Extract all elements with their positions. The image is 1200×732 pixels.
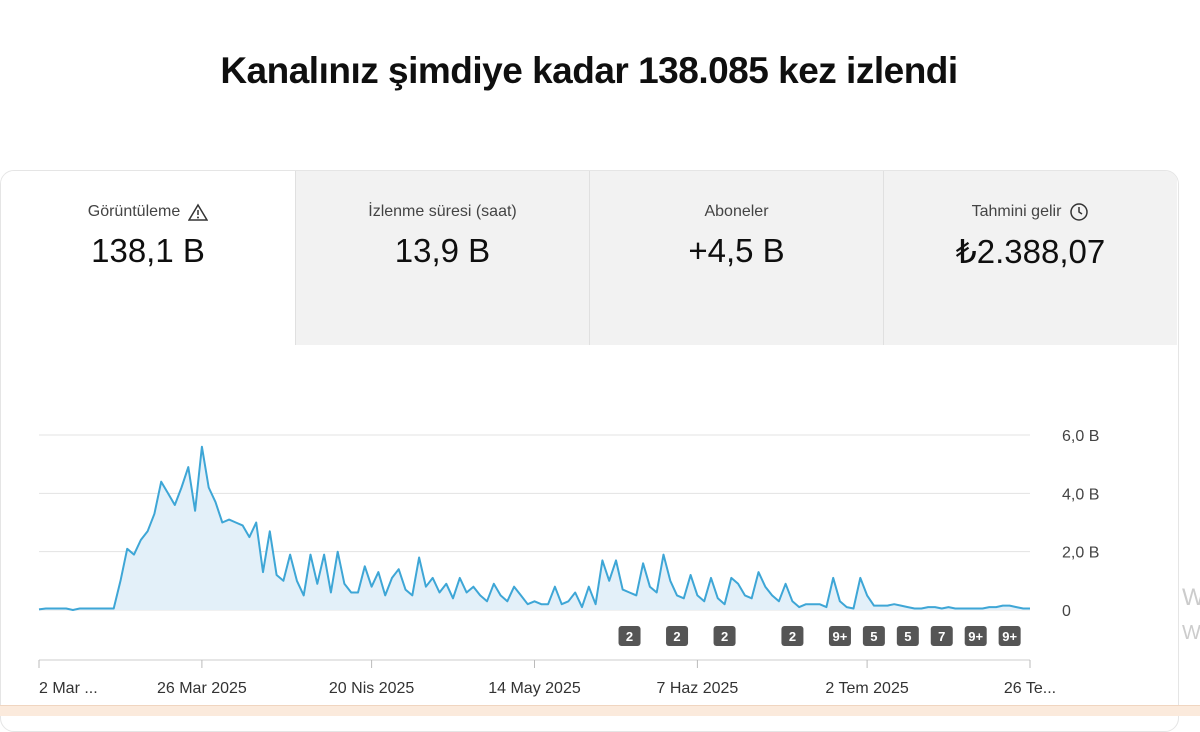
video-marker-label: 2 [673,629,680,644]
bottom-banner [0,705,1200,716]
page: Kanal analizi {"header": {"title": "Kana… [0,50,1200,732]
video-marker-box [666,626,689,646]
video-marker[interactable]: 2 [666,626,689,646]
video-marker-label: 2 [626,629,633,644]
video-marker[interactable]: 9+ [964,626,987,646]
video-marker-label: 2 [721,629,728,644]
video-marker-box [896,626,919,646]
metric-value: +4,5 B [688,232,785,269]
video-marker-box [862,626,885,646]
analytics-card: Görüntüleme 138,1 B İzlenme süresi (saat… [0,170,1179,732]
video-marker[interactable]: 7 [930,626,953,646]
video-marker-box [618,626,641,646]
x-tick-label: 2 Tem 2025 [825,680,908,697]
video-marker-box [781,626,804,646]
video-marker[interactable]: 2 [618,626,641,646]
video-marker-box [998,626,1021,646]
metric-tabs: Görüntüleme 138,1 B İzlenme süresi (saat… [1,171,1178,345]
metric-tab[interactable]: Aboneler +4,5 B [589,171,883,345]
warning-icon[interactable] [188,203,209,221]
video-marker-box [713,626,736,646]
chart: 0 2,0 B 4,0 B 6,0 B 2 Mar ... 26 Mar 2025 20 N… [38,428,1099,697]
video-marker-box [930,626,953,646]
y-tick-label: 2,0 B [1062,545,1099,562]
x-tick-label: 2 Mar ... [39,680,98,697]
video-marker[interactable]: 9+ [998,626,1021,646]
video-marker[interactable]: 5 [896,626,919,646]
body: Kanalınız şimdiye kadar 138.085 kez izle… [0,50,1200,732]
metric-tab[interactable]: Tahmini gelir ₺2.388,07 [883,171,1177,345]
video-marker-label: 9+ [1002,629,1017,644]
y-tick-label: 4,0 B [1062,486,1099,503]
metric-value: ₺2.388,07 [955,233,1106,270]
metric-label: Tahmini gelir [971,203,1062,220]
video-marker-box [828,626,851,646]
y-tick-label: 0 [1062,603,1071,620]
metric-label: Aboneler [704,203,769,220]
video-marker-label: 5 [904,629,911,644]
video-marker-label: 9+ [833,629,848,644]
x-tick-label: 14 May 2025 [488,680,581,697]
video-marker[interactable]: 2 [781,626,804,646]
video-marker-label: 9+ [968,629,983,644]
video-marker-label: 7 [938,629,945,644]
video-marker-label: 2 [789,629,796,644]
x-tick-label: 26 Mar 2025 [157,680,247,697]
clock-icon[interactable] [1069,202,1089,222]
metric-label: İzlenme süresi (saat) [368,203,517,220]
side-text: W [1182,584,1200,611]
metric-label: Görüntüleme [87,203,181,220]
x-tick-label: 26 Te... [1004,680,1056,697]
metric-value: 138,1 B [91,232,205,269]
video-marker-label: 5 [870,629,877,644]
line [38,445,1030,611]
side-text: W [1182,622,1200,644]
page-title: Kanalınız şimdiye kadar 138.085 kez izle… [220,50,958,91]
y-tick-label: 6,0 B [1062,428,1099,445]
metric-tab[interactable]: Görüntüleme 138,1 B [1,171,295,345]
video-marker[interactable]: 2 [713,626,736,646]
metric-value: 13,9 B [394,232,491,269]
video-marker[interactable]: 9+ [828,626,851,646]
metric-tab[interactable]: İzlenme süresi (saat) 13,9 B [295,171,589,345]
x-tick-label: 7 Haz 2025 [656,680,738,697]
x-tick-label: 20 Nis 2025 [329,680,414,697]
video-marker[interactable]: 5 [862,626,885,646]
video-marker-box [964,626,987,646]
